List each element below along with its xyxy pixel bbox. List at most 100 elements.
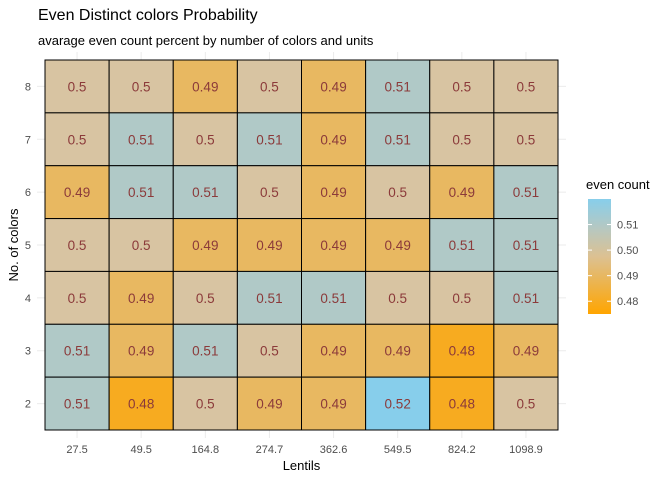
cell-value-label: 0.49 [256, 397, 282, 412]
cell-value-label: 0.5 [196, 397, 215, 412]
legend-title: even count [586, 177, 650, 192]
cell-value-label: 0.49 [320, 238, 346, 253]
legend-colorbar [588, 199, 611, 314]
cell-value-label: 0.49 [320, 132, 346, 147]
cell-value-label: 0.49 [64, 185, 90, 200]
cell-value-label: 0.49 [385, 344, 411, 359]
cell-value-label: 0.5 [452, 79, 471, 94]
heatmap-cell [108, 165, 174, 220]
y-tick-label: 8 [25, 81, 31, 93]
cell-value-label: 0.49 [192, 238, 218, 253]
heatmap-cell [236, 165, 302, 220]
cell-value-label: 0.51 [513, 291, 539, 306]
cell-value-label: 0.51 [449, 238, 475, 253]
x-tick-label: 362.6 [320, 444, 348, 456]
cell-value-label: 0.51 [128, 185, 154, 200]
cell-value-label: 0.51 [192, 344, 218, 359]
heatmap-cell [44, 218, 110, 272]
cell-value-label: 0.51 [256, 132, 282, 147]
cell-value-label: 0.48 [449, 397, 475, 412]
cell-value-label: 0.51 [385, 132, 411, 147]
cell-value-label: 0.5 [68, 79, 87, 94]
legend-tick-label: 0.51 [617, 220, 638, 232]
cell-value-label: 0.51 [513, 185, 539, 200]
chart-title: Even Distinct colors Probability [38, 7, 258, 24]
cell-value-label: 0.51 [128, 132, 154, 147]
heatmap-cell [108, 59, 174, 114]
heatmap-cell [108, 270, 174, 325]
heatmap-cell [172, 376, 238, 431]
cell-value-label: 0.51 [192, 185, 218, 200]
cell-value-label: 0.48 [128, 397, 154, 412]
heatmap-cell [429, 218, 495, 272]
heatmap-cell [44, 112, 110, 167]
heatmap-cell [44, 376, 110, 431]
cell-value-label: 0.5 [388, 185, 407, 200]
y-tick-label: 3 [25, 346, 31, 358]
heatmap-tiles: 0.5 0.5 0.49 0.5 0.49 0.51 0.5 0.5 0.5 0.51 0.5 0.5… [44, 59, 559, 431]
cell-value-label: 0.49 [513, 344, 539, 359]
cell-value-label: 0.49 [192, 79, 218, 94]
cell-value-label: 0.51 [64, 344, 90, 359]
heatmap-cell [493, 165, 559, 220]
cell-value-label: 0.5 [132, 238, 151, 253]
cell-value-label: 0.52 [385, 397, 411, 412]
cell-value-label: 0.5 [517, 132, 536, 147]
heatmap-cell [172, 59, 238, 114]
heatmap-cell [493, 376, 559, 431]
heatmap-cell [172, 112, 238, 167]
cell-value-label: 0.5 [260, 344, 279, 359]
heatmap-cell [493, 112, 559, 167]
cell-value-label: 0.5 [452, 132, 471, 147]
heatmap-cell [429, 270, 495, 325]
heatmap-cell [236, 323, 302, 378]
cell-value-label: 0.5 [517, 397, 536, 412]
cell-value-label: 0.5 [196, 132, 215, 147]
chart-subtitle: avarage even count percent by number of … [38, 33, 374, 48]
heatmap-cell [301, 376, 367, 431]
cell-value-label: 0.51 [513, 238, 539, 253]
cell-value-label: 0.5 [196, 291, 215, 306]
heatmap-cell [365, 112, 431, 167]
heatmap-cell [236, 376, 302, 431]
cell-value-label: 0.49 [320, 344, 346, 359]
x-tick-label: 1098.9 [509, 444, 543, 456]
y-tick-label: 7 [25, 134, 31, 146]
y-tick-label: 4 [25, 293, 31, 305]
x-tick-label: 549.5 [384, 444, 412, 456]
heatmap-cell [301, 112, 367, 167]
heatmap-cell [172, 218, 238, 272]
heatmap-cell [108, 112, 174, 167]
cell-value-label: 0.5 [68, 291, 87, 306]
cell-value-label: 0.51 [320, 291, 346, 306]
cell-value-label: 0.49 [320, 79, 346, 94]
cell-value-label: 0.49 [128, 291, 154, 306]
cell-value-label: 0.49 [128, 344, 154, 359]
heatmap-cell [44, 59, 110, 114]
heatmap-cell [301, 218, 367, 272]
heatmap-cell [365, 218, 431, 272]
cell-value-label: 0.51 [256, 291, 282, 306]
heatmap-cell [365, 270, 431, 325]
cell-value-label: 0.49 [320, 185, 346, 200]
heatmap-cell [236, 112, 302, 167]
x-tick-label: 27.5 [66, 444, 87, 456]
legend-tick-label: 0.50 [617, 245, 638, 257]
y-tick-label: 5 [25, 240, 31, 252]
x-tick-label: 274.7 [256, 444, 284, 456]
cell-value-label: 0.5 [260, 79, 279, 94]
heatmap-cell [108, 323, 174, 378]
heatmap-cell [44, 270, 110, 325]
cell-value-label: 0.5 [132, 79, 151, 94]
heatmap-cell [236, 270, 302, 325]
legend-tick-label: 0.49 [617, 271, 638, 283]
heatmap-cell [429, 376, 495, 431]
heatmap-cell [493, 270, 559, 325]
cell-value-label: 0.5 [388, 291, 407, 306]
legend-tick-label: 0.48 [617, 296, 638, 308]
y-tick-label: 2 [25, 399, 31, 411]
cell-value-label: 0.5 [517, 79, 536, 94]
x-tick-label: 49.5 [130, 444, 151, 456]
cell-value-label: 0.5 [68, 238, 87, 253]
